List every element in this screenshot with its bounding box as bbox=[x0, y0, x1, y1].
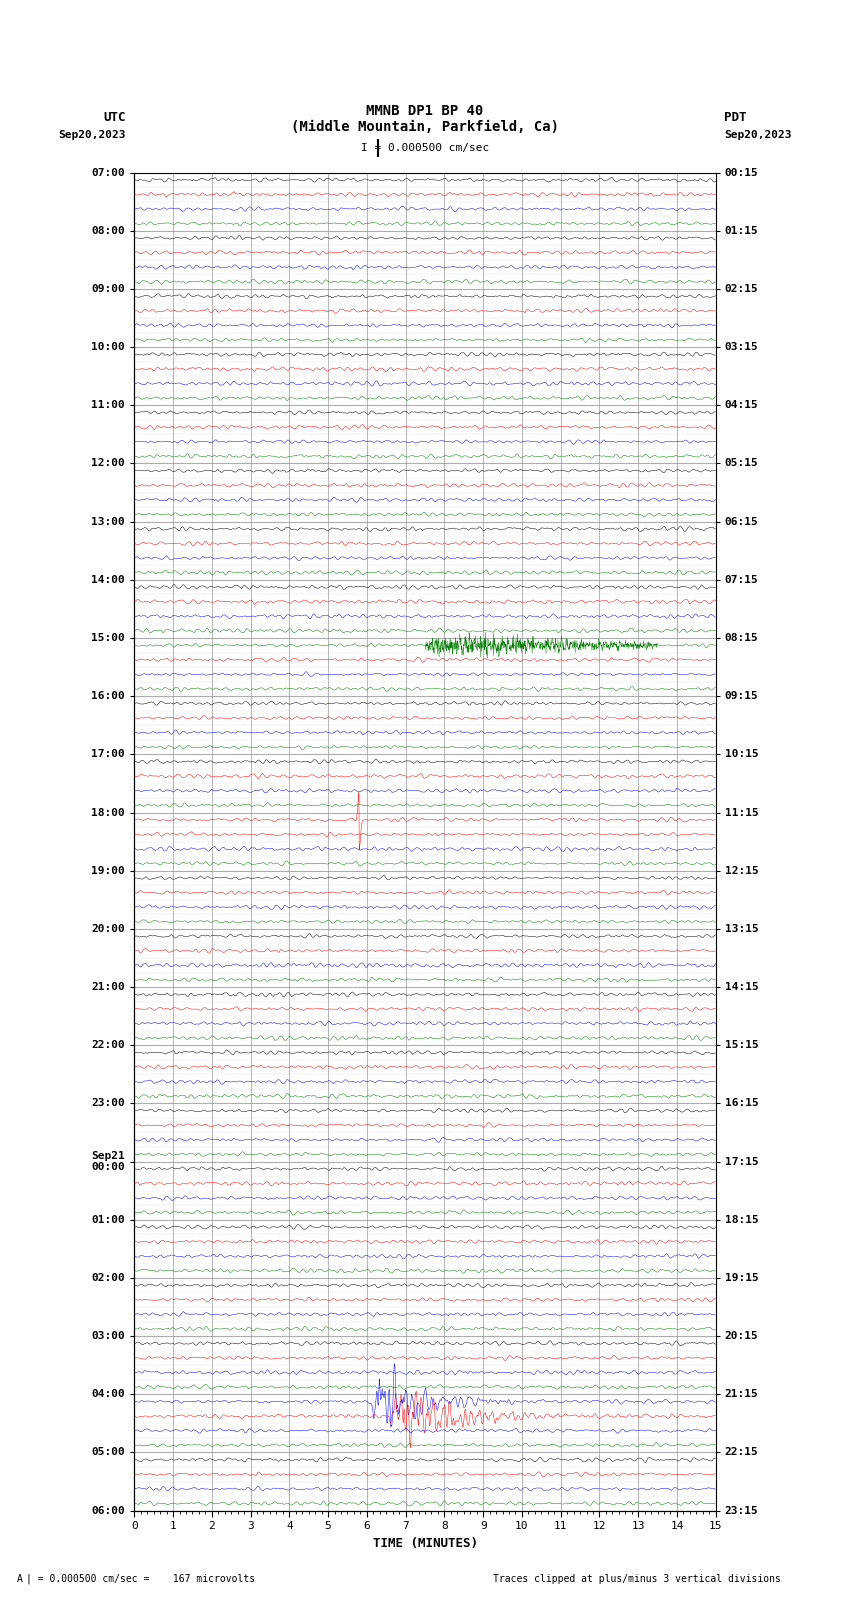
Text: A: A bbox=[17, 1574, 23, 1584]
Text: PDT: PDT bbox=[724, 111, 746, 124]
Text: Sep20,2023: Sep20,2023 bbox=[724, 131, 791, 140]
Text: I = 0.000500 cm/sec: I = 0.000500 cm/sec bbox=[361, 144, 489, 153]
Title: MMNB DP1 BP 40
(Middle Mountain, Parkfield, Ca): MMNB DP1 BP 40 (Middle Mountain, Parkfie… bbox=[291, 103, 559, 134]
Text: Traces clipped at plus/minus 3 vertical divisions: Traces clipped at plus/minus 3 vertical … bbox=[493, 1574, 781, 1584]
Text: | = 0.000500 cm/sec =    167 microvolts: | = 0.000500 cm/sec = 167 microvolts bbox=[26, 1573, 255, 1584]
Text: Sep20,2023: Sep20,2023 bbox=[59, 131, 126, 140]
X-axis label: TIME (MINUTES): TIME (MINUTES) bbox=[372, 1537, 478, 1550]
Text: UTC: UTC bbox=[104, 111, 126, 124]
